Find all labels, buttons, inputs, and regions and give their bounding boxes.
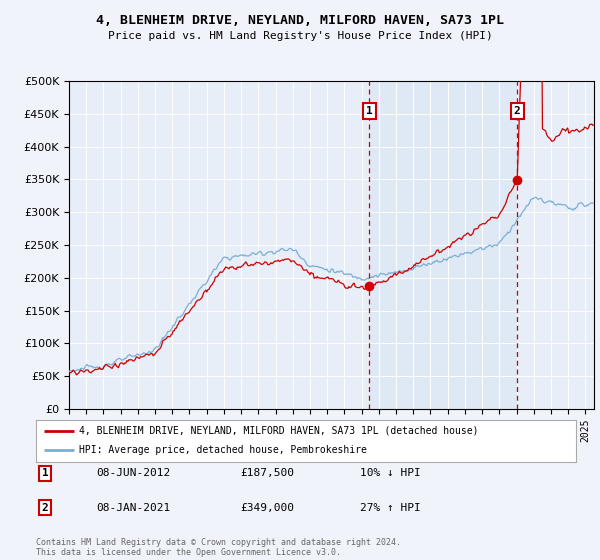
Text: 4, BLENHEIM DRIVE, NEYLAND, MILFORD HAVEN, SA73 1PL (detached house): 4, BLENHEIM DRIVE, NEYLAND, MILFORD HAVE… <box>79 426 479 436</box>
Text: 08-JUN-2012: 08-JUN-2012 <box>96 468 170 478</box>
Text: £349,000: £349,000 <box>240 503 294 513</box>
Text: Price paid vs. HM Land Registry's House Price Index (HPI): Price paid vs. HM Land Registry's House … <box>107 31 493 41</box>
Text: 1: 1 <box>41 468 49 478</box>
Text: 4, BLENHEIM DRIVE, NEYLAND, MILFORD HAVEN, SA73 1PL: 4, BLENHEIM DRIVE, NEYLAND, MILFORD HAVE… <box>96 14 504 27</box>
Text: 10% ↓ HPI: 10% ↓ HPI <box>360 468 421 478</box>
Bar <box>369 81 517 409</box>
Text: 27% ↑ HPI: 27% ↑ HPI <box>360 503 421 513</box>
Text: Contains HM Land Registry data © Crown copyright and database right 2024.
This d: Contains HM Land Registry data © Crown c… <box>36 538 401 557</box>
Text: 08-JAN-2021: 08-JAN-2021 <box>96 503 170 513</box>
Text: 1: 1 <box>366 106 373 116</box>
Text: HPI: Average price, detached house, Pembrokeshire: HPI: Average price, detached house, Pemb… <box>79 445 367 455</box>
Text: £187,500: £187,500 <box>240 468 294 478</box>
Text: 2: 2 <box>514 106 520 116</box>
Text: 2: 2 <box>41 503 49 513</box>
